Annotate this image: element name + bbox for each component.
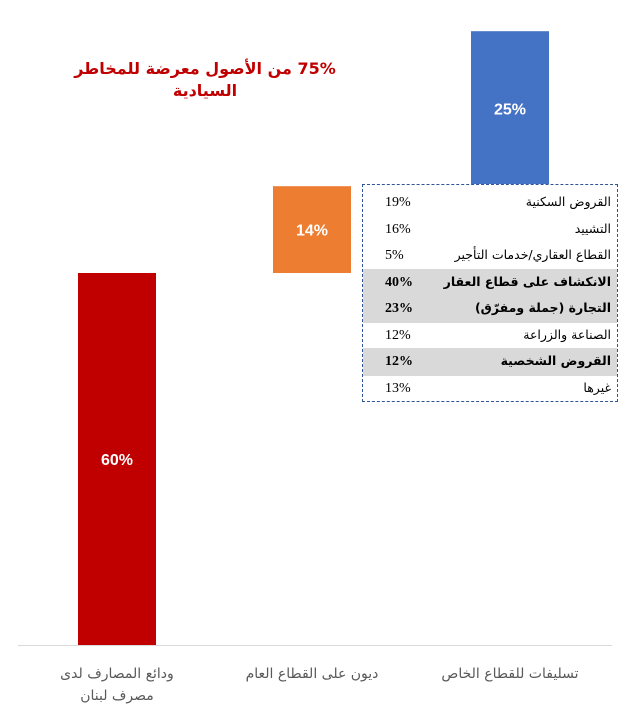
- breakdown-label: التشييد: [574, 220, 611, 236]
- breakdown-label: التجارة (جملة ومفرّق): [474, 300, 611, 315]
- breakdown-pct: 16%: [385, 221, 411, 237]
- breakdown-pct: 12%: [385, 327, 411, 343]
- breakdown-pct: 23%: [385, 301, 413, 316]
- breakdown-label: الصناعة والزراعة: [523, 326, 611, 342]
- bar-value-label-3: 25%: [494, 102, 526, 119]
- breakdown-row: 23% التجارة (جملة ومفرّق): [363, 295, 617, 323]
- category-label-2-line-1: ديون على القطاع العام: [246, 666, 379, 682]
- breakdown-label: القطاع العقاري/خدمات التأجير: [454, 247, 611, 262]
- breakdown-row: 12% الصناعة والزراعة: [363, 322, 617, 350]
- annotation-line-1: 75% من الأصول معرضة للمخاطر: [74, 59, 336, 78]
- annotation-line-2: السيادية: [172, 81, 238, 100]
- category-label-3-line-1: تسليفات للقطاع الخاص: [441, 666, 578, 682]
- bar-value-label-2: 14%: [296, 223, 328, 240]
- breakdown-row: 5% القطاع العقاري/خدمات التأجير: [363, 242, 617, 270]
- breakdown-pct: 5%: [385, 248, 404, 263]
- breakdown-row: 12% القروض الشخصية: [363, 348, 617, 376]
- breakdown-row: 40% الانكشاف على قطاع العقار: [363, 268, 617, 297]
- breakdown-pct: 40%: [385, 274, 413, 290]
- sovereign-risk-annotation: 75% من الأصول معرضة للمخاطر السيادية: [60, 58, 350, 102]
- breakdown-row: 19% القروض السكنية: [363, 189, 617, 217]
- breakdown-pct: 13%: [385, 380, 411, 396]
- bar-1: [78, 273, 156, 645]
- breakdown-row: 13% غيرها: [363, 375, 617, 403]
- category-label-1-line-1: ودائع المصارف لدى: [60, 666, 174, 682]
- private-sector-breakdown-box: 19% القروض السكنية 16% التشييد 5% القطاع العق…: [362, 184, 618, 402]
- breakdown-label: غيرها: [583, 379, 611, 395]
- breakdown-label: القروض السكنية: [525, 194, 611, 209]
- bar-value-label-1: 60%: [101, 452, 133, 469]
- category-label-1-line-2: مصرف لبنان: [80, 688, 154, 704]
- breakdown-pct: 19%: [385, 195, 411, 210]
- breakdown-label: القروض الشخصية: [500, 353, 611, 368]
- breakdown-pct: 12%: [385, 354, 413, 369]
- breakdown-label: الانكشاف على قطاع العقار: [443, 273, 611, 289]
- bar-3: [471, 31, 549, 187]
- breakdown-row: 16% التشييد: [363, 216, 617, 244]
- bar-2: [273, 186, 351, 273]
